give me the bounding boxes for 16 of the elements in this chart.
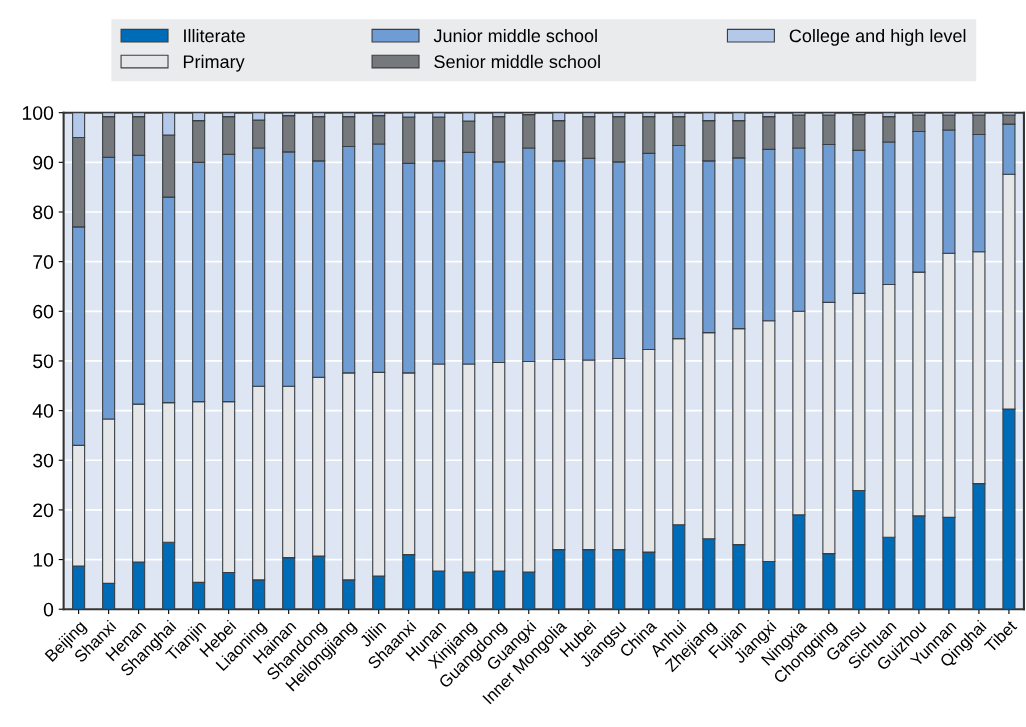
legend-label: Senior middle school <box>434 54 600 69</box>
y-tick-label: 30 <box>33 453 54 468</box>
y-tick-label: 40 <box>32 404 54 418</box>
y-tick-label: 70 <box>33 255 54 269</box>
y-tick-label: 20 <box>33 503 54 518</box>
y-tick-label: 50 <box>33 354 54 369</box>
y-tick-label: 80 <box>33 205 54 220</box>
y-tick-label: 60 <box>33 304 54 319</box>
y-tick-label: 0 <box>43 602 54 617</box>
y-tick-label: 10 <box>33 553 54 567</box>
legend-label: Primary <box>183 54 245 72</box>
legend-label: Junior middle school <box>433 28 597 43</box>
legend-label: College and high level <box>789 28 966 46</box>
y-tick-label: 90 <box>33 155 54 170</box>
legend-label: Illiterate <box>184 28 245 43</box>
y-tick-label: 100 <box>22 106 54 120</box>
